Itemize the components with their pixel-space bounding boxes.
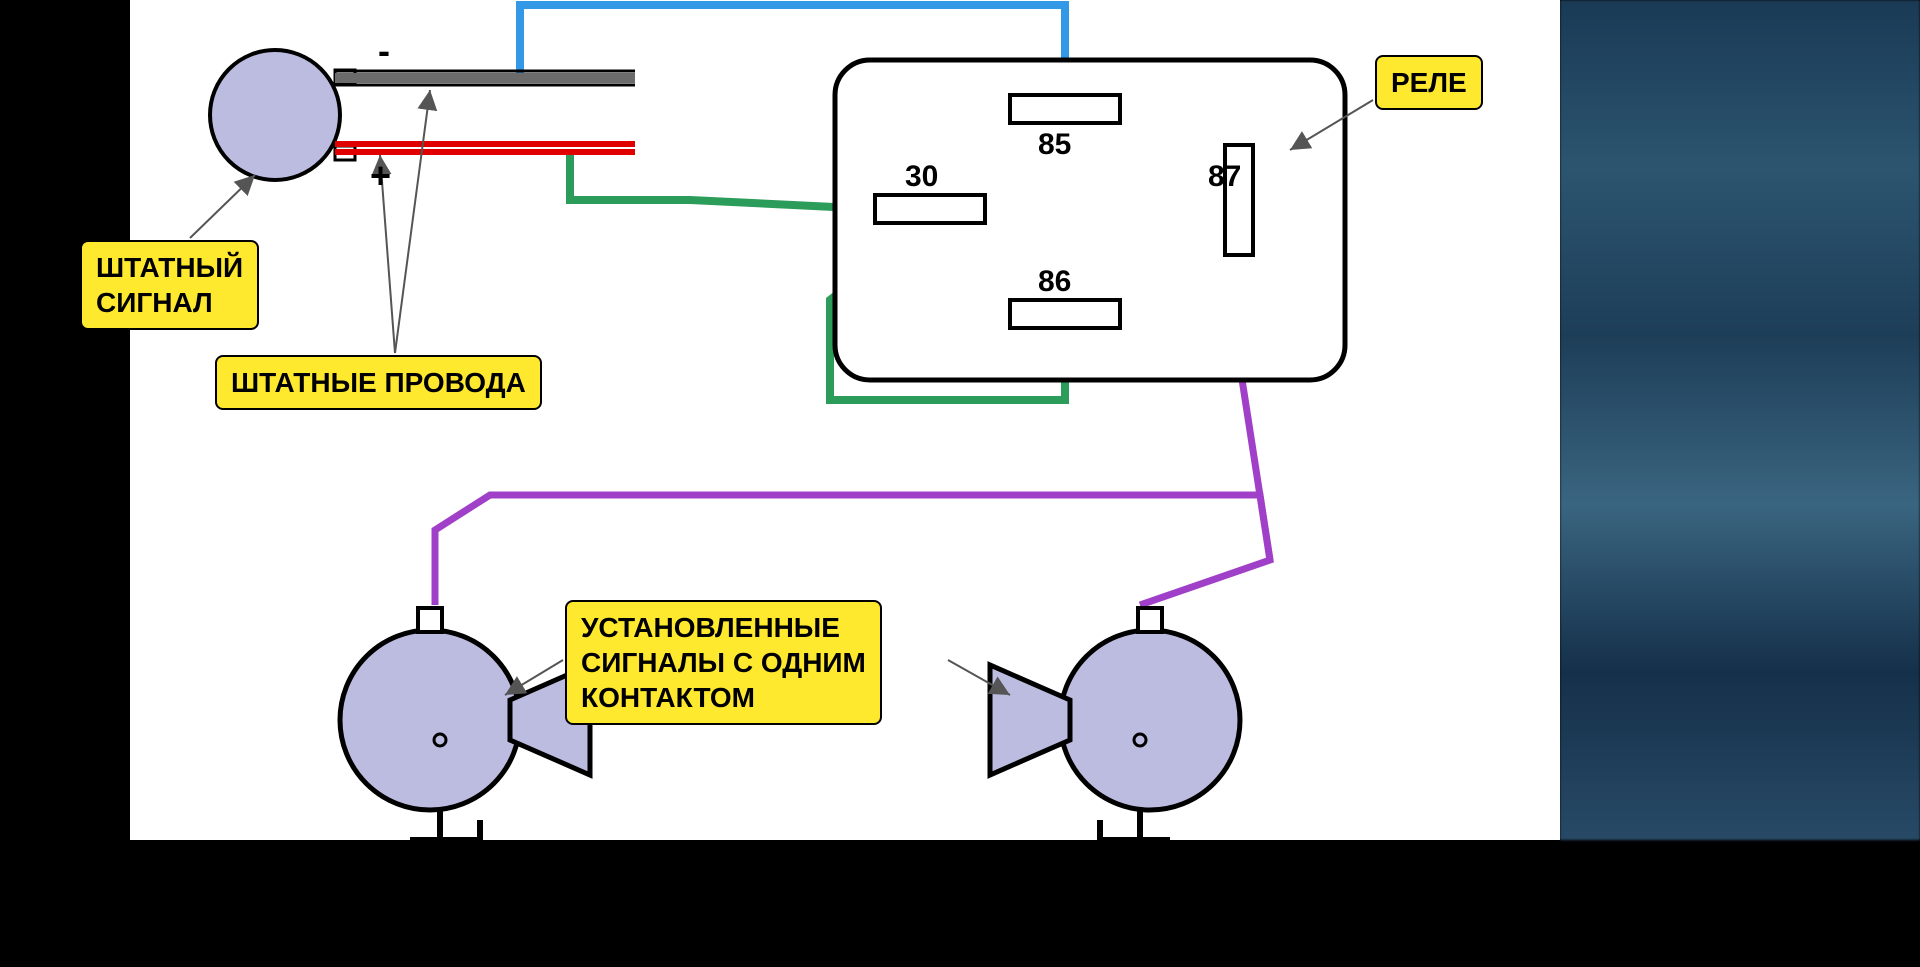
installed-horns-label: УСТАНОВЛЕННЫЕ СИГНАЛЫ С ОДНИМ КОНТАКТОМ [565, 600, 882, 725]
stock-wires-label: ШТАТНЫЕ ПРОВОДА [215, 355, 542, 410]
annotation-arrow [190, 175, 255, 238]
pin-86-label: 86 [1038, 265, 1071, 299]
minus-label: - [378, 30, 390, 72]
installed-horn-icon [990, 608, 1240, 840]
relay-pin-86 [1010, 300, 1120, 328]
background-photo-strip [1560, 0, 1920, 840]
stock-horn-icon [210, 50, 340, 180]
installed-horn-icon [340, 608, 590, 840]
relay-pin-85 [1010, 95, 1120, 123]
annotation-arrow [395, 90, 430, 353]
pin-87-label: 87 [1208, 160, 1241, 194]
wire-purple [435, 495, 1270, 605]
relay-pin-30 [875, 195, 985, 223]
stock-signal-label: ШТАТНЫЙ СИГНАЛ [80, 240, 259, 330]
diagram-stage: - + 85 30 86 87 ШТАТНЫЙ СИГНАЛ ШТАТНЫЕ П… [130, 0, 1560, 840]
pin-85-label: 85 [1038, 128, 1071, 162]
wire-green-1 [570, 151, 875, 209]
plus-label: + [370, 155, 391, 197]
relay-label: РЕЛЕ [1375, 55, 1483, 110]
pin-30-label: 30 [905, 160, 938, 194]
